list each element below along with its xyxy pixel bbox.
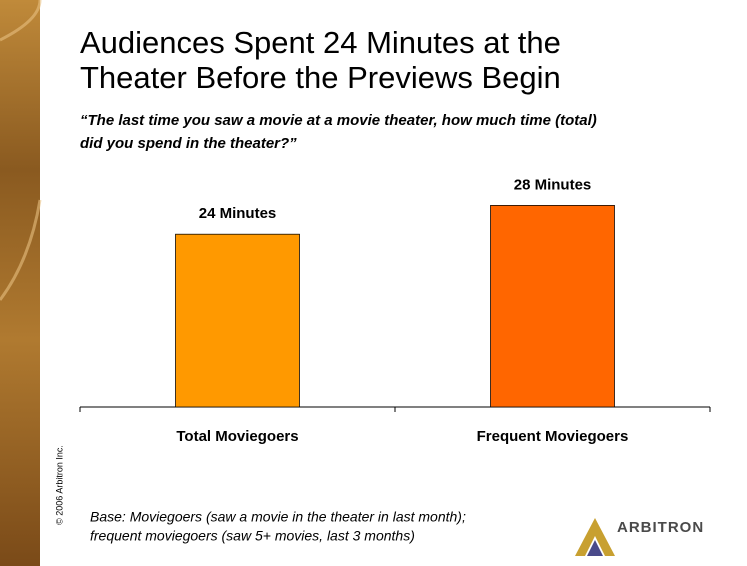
footnote: frequent moviegoers (saw 5+ movies, last… [90, 528, 415, 544]
chart-subtitle: did you spend in the theater?” [80, 135, 297, 152]
logo-mark-inner [587, 540, 603, 556]
decorative-strip [0, 0, 40, 566]
bar [490, 205, 615, 408]
logo-mark [575, 518, 615, 556]
footnote: Base: Moviegoers (saw a movie in the the… [90, 509, 466, 525]
chart-title: Audiences Spent 24 Minutes at the [80, 25, 561, 60]
data-label: 24 Minutes [199, 205, 277, 222]
logo-text: ARBITRON [617, 519, 704, 536]
x-tick-label: Frequent Moviegoers [477, 428, 629, 445]
chart-subtitle: “The last time you saw a movie at a movi… [80, 112, 597, 129]
bar [175, 233, 300, 408]
logo: ARBITRON [575, 518, 704, 556]
copyright: © 2006 Arbitron Inc. [54, 445, 64, 525]
strip-swoosh [0, 0, 42, 301]
chart-title: Theater Before the Previews Begin [80, 60, 561, 95]
x-tick-label: Total Moviegoers [176, 428, 298, 445]
data-label: 28 Minutes [514, 176, 592, 193]
